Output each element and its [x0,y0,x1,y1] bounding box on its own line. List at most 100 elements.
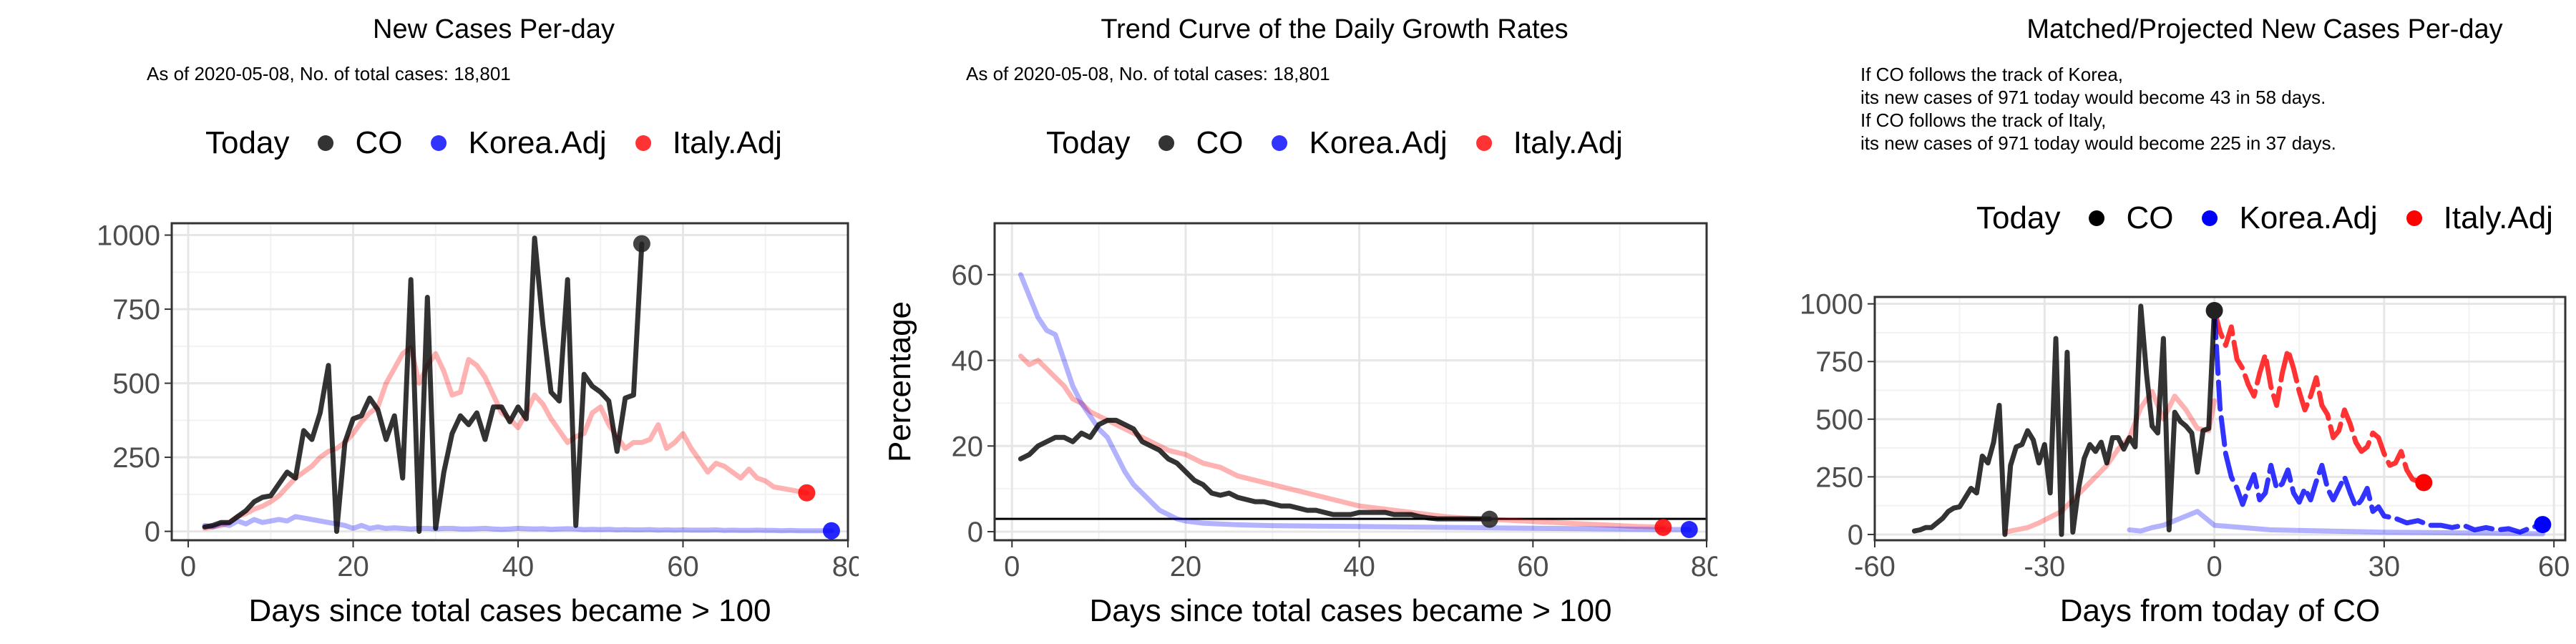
y-tick-label: 0 [1848,519,1863,551]
series-line-korea-adj-matched [2127,509,2545,537]
y-axis-label: Percentage [882,301,917,462]
series-line-co [1911,303,2218,537]
chart-legend: Today CO Korea.Adj Italy.Adj [1976,200,2553,236]
chart-note-line: its new cases of 971 today would become … [1860,132,2336,154]
series-line-co [1018,417,1493,522]
x-tick-label: -30 [2024,551,2065,582]
x-tick-label: -60 [1854,551,1896,582]
chart-title: Trend Curve of the Daily Growth Rates [1101,14,1568,44]
y-tick-label: 20 [952,431,984,462]
y-tick-label: 500 [112,369,160,400]
today-point-co [1480,510,1498,528]
legend-item-italy: Italy.Adj [2406,200,2553,236]
x-axis-label: Days from today of CO [2060,593,2380,628]
y-tick-label: 0 [967,517,983,548]
legend-title: Today [205,125,290,160]
legend-dot-co [2089,210,2105,226]
series-line-italy-adj-projected [2212,308,2426,485]
legend-label-korea: Korea.Adj [2239,200,2378,235]
legend-item-co: CO [1158,125,1243,161]
legend-dot-italy [2406,210,2422,226]
x-tick-label: 80 [832,551,859,582]
series-line-italy-adj-matched [2002,389,2218,535]
chart-subtitle: As of 2020-05-08, No. of total cases: 18… [966,63,1330,84]
y-tick-label: 40 [952,346,984,377]
x-tick-label: 60 [667,551,699,582]
y-tick-label: 1000 [1800,289,1863,321]
chart-panel-growth-rates: Trend Curve of the Daily Growth Rates As… [859,0,1717,644]
legend-dot-korea [2202,210,2218,226]
today-point-italy-adj [1654,519,1672,537]
x-tick-label: 20 [1170,551,1202,582]
legend-label-korea: Korea.Adj [1309,125,1448,160]
legend-label-co: CO [1196,125,1244,160]
chart-note-line: If CO follows the track of Italy, [1860,109,2107,131]
legend-item-italy: Italy.Adj [1475,125,1623,161]
x-axis-label: Days since total cases became > 100 [1089,593,1611,628]
y-tick-label: 250 [112,442,160,474]
legend-dot-co [1158,135,1175,151]
chart-note-line: If CO follows the track of Korea, [1860,64,2124,85]
chart-title: New Cases Per-day [373,14,615,44]
chart-panel-projected: Matched/Projected New Cases Per-day If C… [1717,0,2576,644]
y-tick-label: 500 [1815,404,1863,436]
legend-item-co: CO [318,125,402,161]
series-line-italy-adj [202,345,809,531]
today-point-korea-adj [2534,516,2552,534]
today-point-italy-adj [2415,474,2433,492]
x-tick-label: 60 [2538,551,2570,582]
x-tick-label: 30 [2368,551,2401,582]
legend-label-korea: Korea.Adj [468,125,607,160]
chart-legend: Today CO Korea.Adj Italy.Adj [205,125,782,161]
legend-item-italy: Italy.Adj [635,125,782,161]
chart-title: Matched/Projected New Cases Per-day [2026,14,2503,44]
today-point-korea-adj [822,522,840,540]
y-tick-label: 750 [112,294,160,326]
chart-plot-new-cases: 0 20 40 60 80 0 250 500 750 1000 Days since total … [97,220,859,628]
legend-dot-korea [431,135,447,151]
y-tick-label: 60 [952,260,984,291]
legend-dot-korea [1272,135,1288,151]
legend-label-italy: Italy.Adj [1513,125,1623,160]
chart-plot-growth-rates: 0 20 40 60 80 0 20 40 60 Days since total cases b… [882,222,1717,628]
series-line-co [202,235,645,535]
series-line-korea-adj [202,514,834,534]
legend-dot-italy [1475,135,1492,151]
series-line-korea-adj [1018,272,1692,532]
legend-label-co: CO [355,125,403,160]
x-tick-label: 0 [2206,551,2222,582]
chart-legend: Today CO Korea.Adj Italy.Adj [1046,125,1623,161]
chart-note-line: its new cases of 971 today would become … [1860,87,2326,108]
legend-item-korea: Korea.Adj [431,125,607,161]
series-line-italy-adj [1018,353,1666,530]
legend-item-korea: Korea.Adj [2202,200,2378,236]
x-tick-label: 0 [180,551,196,582]
today-point-italy-adj [798,484,816,502]
x-tick-label: 60 [1517,551,1549,582]
legend-dot-italy [635,135,651,151]
legend-title: Today [1976,200,2061,235]
plot-border [993,222,1708,542]
legend-item-co: CO [2089,200,2173,236]
chart-plot-projected: -60 -30 0 30 60 0 250 500 750 1000 Days from today… [1800,289,2570,628]
legend-dot-co [318,135,334,151]
y-tick-label: 250 [1815,462,1863,493]
x-tick-label: 40 [502,551,535,582]
x-tick-label: 80 [1691,551,1717,582]
y-tick-label: 1000 [97,220,160,252]
chart-subtitle: As of 2020-05-08, No. of total cases: 18… [147,63,511,84]
legend-title: Today [1046,125,1131,160]
today-point-korea-adj [1680,521,1698,539]
x-tick-label: 40 [1343,551,1375,582]
plot-border [1873,296,2567,542]
y-tick-label: 0 [145,517,160,548]
today-point-co [2205,302,2223,320]
y-tick-label: 750 [1815,346,1863,378]
legend-item-korea: Korea.Adj [1272,125,1448,161]
legend-label-italy: Italy.Adj [672,125,782,160]
today-point-co [633,235,650,253]
x-axis-label: Days since total cases became > 100 [248,593,771,628]
legend-label-co: CO [2126,200,2174,235]
x-tick-label: 20 [337,551,369,582]
legend-label-italy: Italy.Adj [2443,200,2553,235]
